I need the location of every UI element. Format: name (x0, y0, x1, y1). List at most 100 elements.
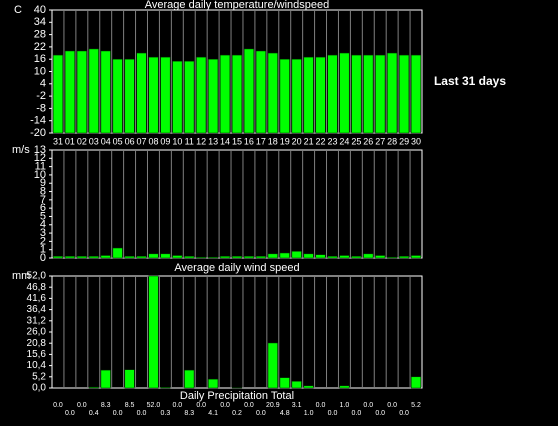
y-axis-label: C (14, 4, 22, 16)
value-label: 0.0 (351, 410, 361, 417)
y-tick-label: 5,2 (32, 371, 46, 382)
y-tick-label: 8 (40, 185, 46, 197)
x-tick-label: 17 (256, 136, 266, 146)
bar (88, 386, 99, 389)
bar (100, 50, 111, 134)
y-tick-label: 1 (40, 244, 46, 256)
bar (267, 342, 278, 389)
value-label: 8.3 (101, 402, 111, 409)
x-tick-label: 28 (387, 136, 397, 146)
x-tick-label: 21 (304, 136, 314, 146)
y-tick-label: 10 (34, 169, 46, 181)
bar (64, 256, 75, 259)
value-label: 0.0 (65, 410, 75, 417)
bar (124, 256, 135, 259)
y-tick-label: 11 (35, 161, 46, 173)
bar (184, 369, 195, 389)
bar (136, 52, 147, 134)
x-tick-label: 03 (89, 136, 99, 146)
x-tick-label: 30 (411, 136, 421, 146)
bar (52, 256, 63, 259)
y-tick-label: 4 (40, 78, 46, 90)
bar (208, 256, 219, 259)
bar (243, 256, 254, 259)
bar (315, 254, 326, 259)
bar (339, 52, 350, 134)
value-label: 1.0 (340, 402, 350, 409)
bar (160, 387, 171, 389)
bar (255, 50, 266, 134)
bar (411, 54, 422, 134)
x-tick-label: 07 (137, 136, 147, 146)
y-tick-label: 34 (34, 16, 46, 28)
chart-title: Average daily temperature/windspeed (145, 0, 329, 11)
x-tick-label: 06 (125, 136, 135, 146)
y-tick-label: 52,0 (27, 271, 47, 282)
x-tick-label: 31 (53, 136, 63, 146)
y-tick-label: 2 (40, 235, 46, 247)
bar (184, 256, 195, 259)
x-tick-label: 11 (185, 136, 194, 146)
chart-title: Daily Precipitation Total (180, 390, 294, 402)
x-tick-label: 27 (375, 136, 385, 146)
bar (387, 256, 398, 259)
value-label: 52.0 (147, 402, 161, 409)
y-tick-label: 15,6 (27, 349, 47, 360)
y-tick-label: 26,0 (27, 327, 47, 338)
bar (411, 376, 422, 389)
y-tick-label: 4 (40, 219, 46, 231)
y-tick-label: 13 (34, 144, 46, 156)
value-label: 4.8 (280, 410, 290, 417)
value-label: 8.5 (125, 402, 135, 409)
value-label: 0.0 (256, 410, 266, 417)
bar (160, 56, 171, 134)
y-tick-label: 5 (40, 210, 46, 222)
bar (387, 52, 398, 134)
plot-area (51, 275, 423, 389)
x-tick-label: 26 (363, 136, 373, 146)
y-tick-label: 10 (34, 65, 46, 77)
y-tick-label: 22 (34, 41, 46, 53)
value-label: 0.0 (53, 402, 63, 409)
bar (208, 378, 219, 389)
bar (375, 255, 386, 259)
value-label: 0.0 (113, 410, 123, 417)
y-tick-label: 0 (40, 252, 46, 264)
bar (220, 54, 231, 134)
bar (291, 381, 302, 389)
y-tick-label: 7 (40, 194, 46, 206)
value-label: 0.0 (363, 402, 373, 409)
bar (339, 385, 350, 389)
side-label: Last 31 days (434, 74, 506, 88)
bar (148, 56, 159, 134)
bar (112, 58, 123, 134)
bar (136, 256, 147, 259)
bar (148, 275, 159, 389)
bar (303, 56, 314, 134)
y-axis-label: mm (12, 270, 30, 282)
bar (124, 369, 135, 389)
bar (148, 253, 159, 259)
bar (64, 50, 75, 134)
x-tick-label: 16 (244, 136, 254, 146)
x-tick-label: 02 (77, 136, 87, 146)
x-tick-label: 14 (220, 136, 230, 146)
bar (231, 54, 243, 134)
y-tick-label: 40 (34, 4, 46, 16)
bar (184, 61, 195, 134)
bar (303, 385, 314, 389)
y-tick-label: 31,2 (27, 315, 47, 326)
value-label: 0.0 (137, 410, 147, 417)
x-tick-label: 25 (351, 136, 361, 146)
bar (208, 58, 219, 134)
bar (279, 377, 290, 389)
bar (315, 56, 326, 134)
bar (327, 54, 338, 134)
value-label: 1.0 (304, 410, 314, 417)
value-label: 0.0 (220, 402, 230, 409)
bar (291, 251, 302, 259)
value-label: 20.9 (266, 402, 280, 409)
y-tick-label: -8 (36, 102, 46, 114)
y-tick-label: 0,0 (32, 383, 46, 394)
